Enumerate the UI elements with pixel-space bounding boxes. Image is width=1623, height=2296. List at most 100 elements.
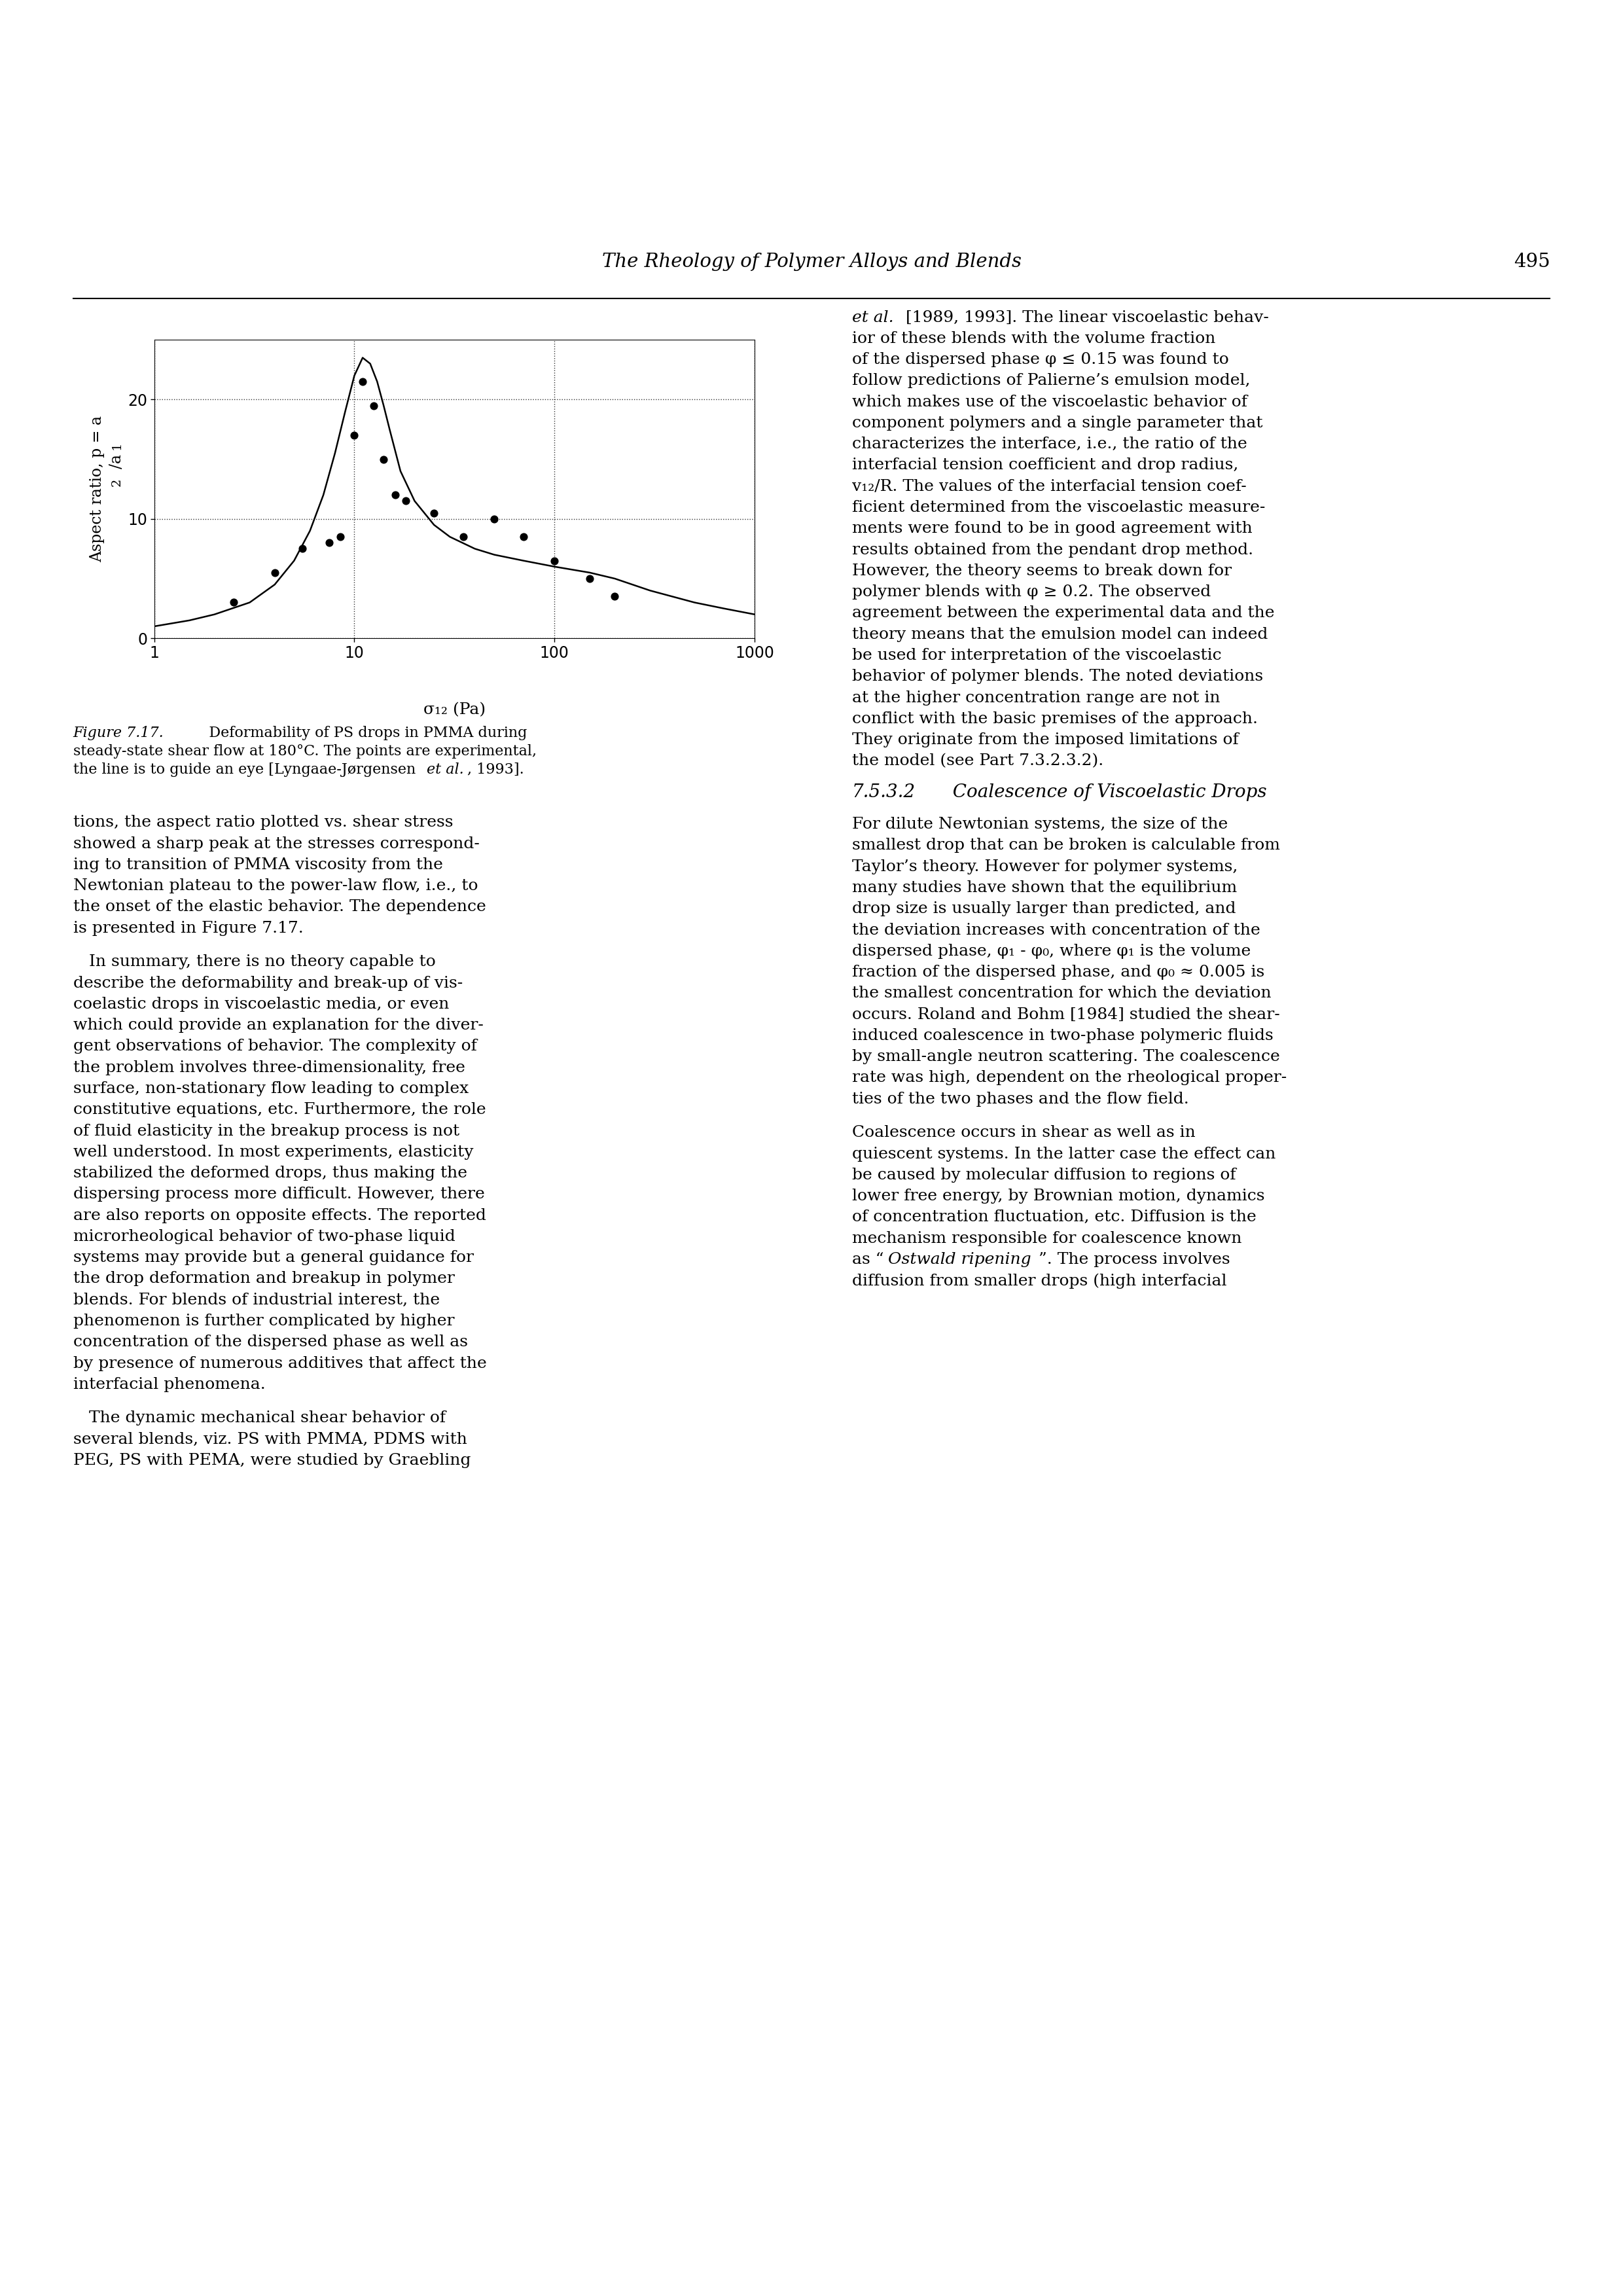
Text: surface, non-stationary flow leading to complex: surface, non-stationary flow leading to … [73, 1081, 469, 1095]
Text: well understood. In most experiments, elasticity: well understood. In most experiments, el… [73, 1146, 474, 1159]
Text: Taylor’s theory. However for polymer systems,: Taylor’s theory. However for polymer sys… [852, 859, 1238, 875]
Text: ior of these blends with the volume fraction: ior of these blends with the volume frac… [852, 331, 1216, 347]
Point [289, 530, 315, 567]
Text: behavior of polymer blends. The noted deviations: behavior of polymer blends. The noted de… [852, 668, 1263, 684]
Text: interfacial tension coefficient and drop radius,: interfacial tension coefficient and drop… [852, 457, 1238, 473]
Point [602, 579, 628, 615]
Text: are also reports on opposite effects. The reported: are also reports on opposite effects. Th… [73, 1208, 485, 1224]
Text: lower free energy, by Brownian motion, dynamics: lower free energy, by Brownian motion, d… [852, 1189, 1264, 1203]
Text: steady-state shear flow at 180°C. The points are experimental,: steady-state shear flow at 180°C. The po… [73, 744, 537, 758]
Text: [1989, 1993]. The linear viscoelastic behav-: [1989, 1993]. The linear viscoelastic be… [901, 310, 1269, 326]
Point [482, 501, 508, 537]
Text: be caused by molecular diffusion to regions of: be caused by molecular diffusion to regi… [852, 1169, 1237, 1182]
Text: polymer blends with φ ≥ 0.2. The observed: polymer blends with φ ≥ 0.2. The observe… [852, 585, 1211, 599]
Text: of concentration fluctuation, etc. Diffusion is the: of concentration fluctuation, etc. Diffu… [852, 1210, 1256, 1224]
Text: For dilute Newtonian systems, the size of the: For dilute Newtonian systems, the size o… [852, 817, 1229, 831]
Text: Ostwald ripening: Ostwald ripening [888, 1251, 1031, 1267]
Text: the deviation increases with concentration of the: the deviation increases with concentrati… [852, 923, 1261, 937]
Text: ing to transition of PMMA viscosity from the: ing to transition of PMMA viscosity from… [73, 856, 443, 872]
Text: 1: 1 [110, 441, 123, 450]
Point [316, 523, 342, 560]
Text: interfacial phenomena.: interfacial phenomena. [73, 1378, 265, 1391]
Text: component polymers and a single parameter that: component polymers and a single paramete… [852, 416, 1263, 432]
Point [542, 542, 568, 579]
Text: conflict with the basic premises of the approach.: conflict with the basic premises of the … [852, 712, 1258, 726]
Text: Deformability of PS drops in PMMA during: Deformability of PS drops in PMMA during [195, 726, 527, 739]
Point [511, 519, 537, 556]
Text: rate was high, dependent on the rheological proper-: rate was high, dependent on the rheologi… [852, 1070, 1287, 1086]
Text: be used for interpretation of the viscoelastic: be used for interpretation of the viscoe… [852, 647, 1222, 664]
Text: Coalescence occurs in shear as well as in: Coalescence occurs in shear as well as i… [852, 1125, 1196, 1141]
Text: blends. For blends of industrial interest, the: blends. For blends of industrial interes… [73, 1293, 440, 1306]
Text: follow predictions of Palierne’s emulsion model,: follow predictions of Palierne’s emulsio… [852, 374, 1250, 388]
Text: is presented in Figure 7.17.: is presented in Figure 7.17. [73, 921, 304, 937]
Text: showed a sharp peak at the stresses correspond-: showed a sharp peak at the stresses corr… [73, 836, 479, 852]
Text: systems may provide but a general guidance for: systems may provide but a general guidan… [73, 1251, 474, 1265]
Text: the model (see Part 7.3.2.3.2).: the model (see Part 7.3.2.3.2). [852, 753, 1104, 769]
Text: drop size is usually larger than predicted, and: drop size is usually larger than predict… [852, 902, 1235, 916]
Text: v₁₂/R. The values of the interfacial tension coef-: v₁₂/R. The values of the interfacial ten… [852, 480, 1246, 494]
Text: et al.: et al. [852, 310, 894, 326]
Text: However, the theory seems to break down for: However, the theory seems to break down … [852, 563, 1232, 579]
Point [393, 482, 419, 519]
Text: by presence of numerous additives that affect the: by presence of numerous additives that a… [73, 1357, 487, 1371]
Text: the problem involves three-dimensionality, free: the problem involves three-dimensionalit… [73, 1061, 464, 1075]
Text: 2: 2 [110, 478, 123, 487]
Text: , 1993].: , 1993]. [467, 762, 524, 776]
Text: /a: /a [109, 455, 125, 468]
Text: induced coalescence in two-phase polymeric fluids: induced coalescence in two-phase polymer… [852, 1029, 1274, 1042]
Point [341, 418, 367, 455]
Text: They originate from the imposed limitations of: They originate from the imposed limitati… [852, 732, 1238, 748]
Text: tions, the aspect ratio plotted vs. shear stress: tions, the aspect ratio plotted vs. shea… [73, 815, 453, 831]
Point [420, 494, 446, 530]
Text: Newtonian plateau to the power-law flow, i.e., to: Newtonian plateau to the power-law flow,… [73, 879, 477, 893]
Text: diffusion from smaller drops (high interfacial: diffusion from smaller drops (high inter… [852, 1274, 1227, 1288]
Text: ties of the two phases and the flow field.: ties of the two phases and the flow fiel… [852, 1091, 1190, 1107]
Point [370, 441, 396, 478]
Text: et al.: et al. [427, 762, 464, 776]
Text: at the higher concentration range are not in: at the higher concentration range are no… [852, 691, 1220, 705]
Text: by small-angle neutron scattering. The coalescence: by small-angle neutron scattering. The c… [852, 1049, 1281, 1065]
Text: characterizes the interface, i.e., the ratio of the: characterizes the interface, i.e., the r… [852, 436, 1246, 452]
Text: which could provide an explanation for the diver-: which could provide an explanation for t… [73, 1017, 484, 1033]
Point [349, 363, 375, 400]
Text: which makes use of the viscoelastic behavior of: which makes use of the viscoelastic beha… [852, 395, 1248, 409]
Text: Figure 7.17.: Figure 7.17. [73, 726, 164, 739]
Text: ficient determined from the viscoelastic measure-: ficient determined from the viscoelastic… [852, 501, 1266, 514]
Text: gent observations of behavior. The complexity of: gent observations of behavior. The compl… [73, 1040, 477, 1054]
Text: of the dispersed phase φ ≤ 0.15 was found to: of the dispersed phase φ ≤ 0.15 was foun… [852, 351, 1229, 367]
Point [221, 583, 247, 620]
Text: agreement between the experimental data and the: agreement between the experimental data … [852, 606, 1274, 620]
Text: 7.5.3.2: 7.5.3.2 [852, 783, 915, 801]
Text: PEG, PS with PEMA, were studied by Graebling: PEG, PS with PEMA, were studied by Graeb… [73, 1453, 471, 1467]
Point [328, 519, 354, 556]
Point [360, 388, 386, 425]
Text: In summary, there is no theory capable to: In summary, there is no theory capable t… [73, 955, 435, 969]
Text: as “: as “ [852, 1251, 885, 1267]
Text: The dynamic mechanical shear behavior of: The dynamic mechanical shear behavior of [73, 1410, 445, 1426]
Text: 495: 495 [1514, 253, 1550, 271]
Text: quiescent systems. In the latter case the effect can: quiescent systems. In the latter case th… [852, 1146, 1276, 1162]
Point [383, 478, 409, 514]
Text: the line is to guide an eye [Lyngaae-Jørgensen: the line is to guide an eye [Lyngaae-Jør… [73, 762, 420, 776]
Text: many studies have shown that the equilibrium: many studies have shown that the equilib… [852, 879, 1237, 895]
Text: describe the deformability and break-up of vis-: describe the deformability and break-up … [73, 976, 463, 990]
Text: results obtained from the pendant drop method.: results obtained from the pendant drop m… [852, 542, 1253, 558]
Text: several blends, viz. PS with PMMA, PDMS with: several blends, viz. PS with PMMA, PDMS … [73, 1433, 467, 1446]
Text: occurs. Roland and Bohm [1984] studied the shear-: occurs. Roland and Bohm [1984] studied t… [852, 1008, 1281, 1022]
Text: σ₁₂ (Pa): σ₁₂ (Pa) [424, 703, 485, 719]
Text: of fluid elasticity in the breakup process is not: of fluid elasticity in the breakup proce… [73, 1123, 459, 1139]
Text: the drop deformation and breakup in polymer: the drop deformation and breakup in poly… [73, 1272, 454, 1286]
Text: theory means that the emulsion model can indeed: theory means that the emulsion model can… [852, 627, 1268, 643]
Text: mechanism responsible for coalescence known: mechanism responsible for coalescence kn… [852, 1231, 1242, 1247]
Text: smallest drop that can be broken is calculable from: smallest drop that can be broken is calc… [852, 838, 1281, 854]
Text: Coalescence of Viscoelastic Drops: Coalescence of Viscoelastic Drops [941, 783, 1268, 801]
Text: dispersed phase, φ₁ - φ₀, where φ₁ is the volume: dispersed phase, φ₁ - φ₀, where φ₁ is th… [852, 944, 1251, 960]
Text: Aspect ratio, p = a: Aspect ratio, p = a [89, 416, 105, 563]
Text: microrheological behavior of two-phase liquid: microrheological behavior of two-phase l… [73, 1228, 454, 1244]
Text: The Rheology of Polymer Alloys and Blends: The Rheology of Polymer Alloys and Blend… [602, 253, 1021, 271]
Text: the onset of the elastic behavior. The dependence: the onset of the elastic behavior. The d… [73, 900, 485, 914]
Text: the smallest concentration for which the deviation: the smallest concentration for which the… [852, 985, 1271, 1001]
Point [450, 519, 476, 556]
Point [261, 553, 287, 590]
